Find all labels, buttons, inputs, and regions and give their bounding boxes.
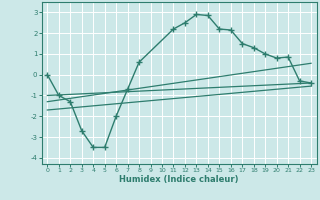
X-axis label: Humidex (Indice chaleur): Humidex (Indice chaleur): [119, 175, 239, 184]
